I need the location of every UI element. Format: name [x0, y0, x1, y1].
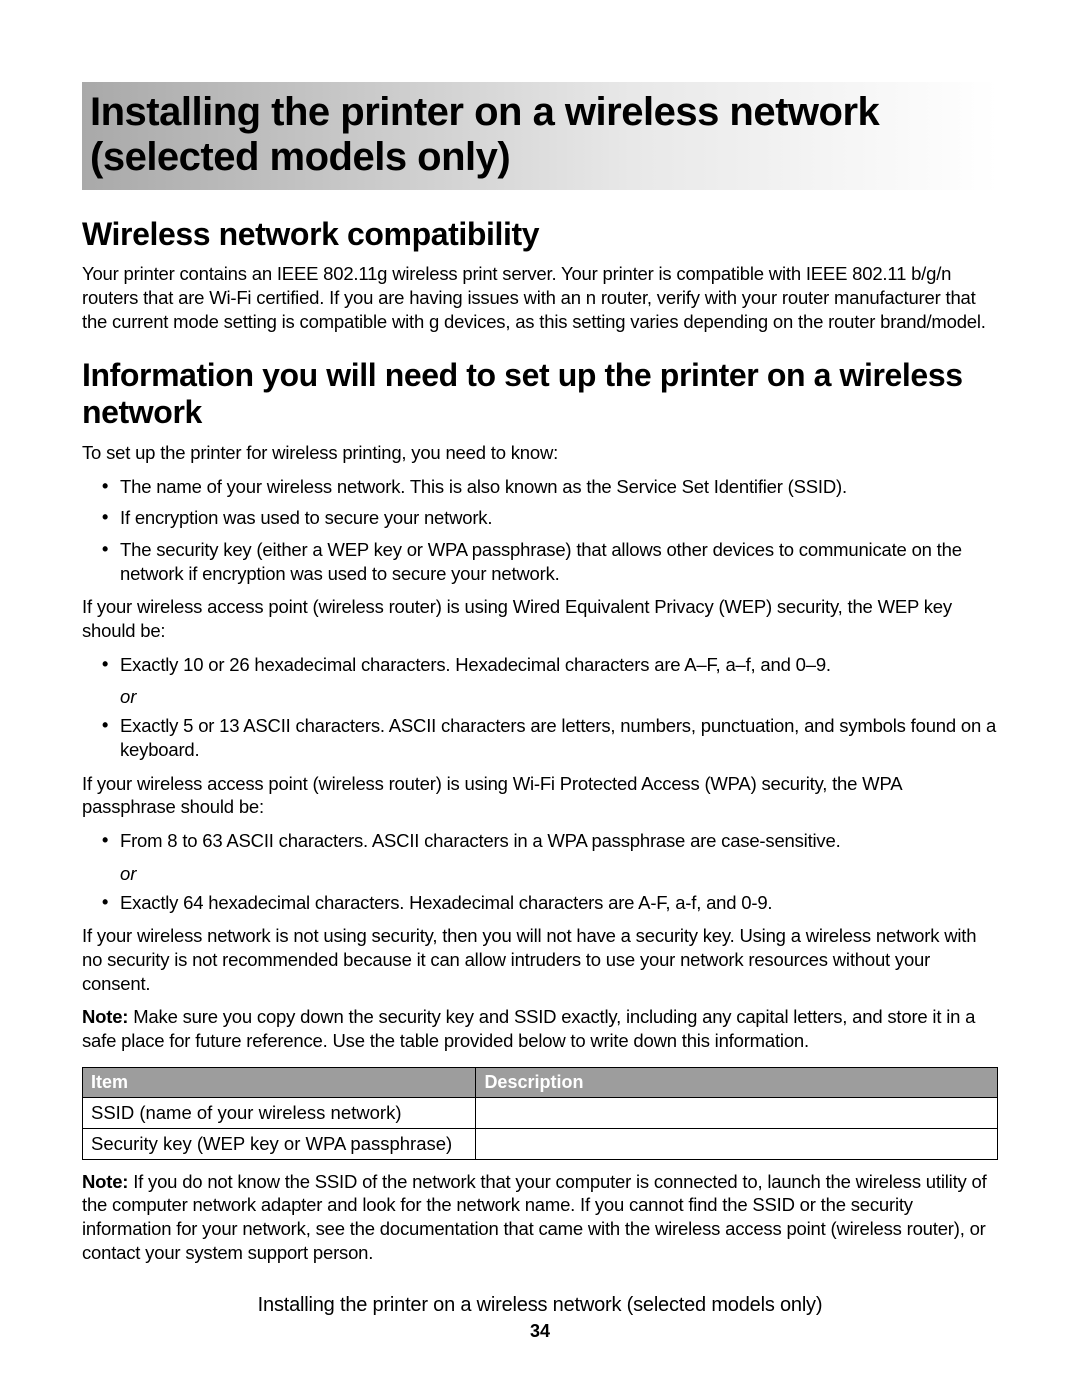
list-item: The name of your wireless network. This …: [120, 475, 998, 499]
note-label: Note:: [82, 1006, 128, 1027]
note-body: If you do not know the SSID of the netwo…: [82, 1171, 987, 1263]
table-row: Security key (WEP key or WPA passphrase): [83, 1128, 998, 1159]
note-body: Make sure you copy down the security key…: [82, 1006, 975, 1051]
list-item: The security key (either a WEP key or WP…: [120, 538, 998, 585]
bullet-list: The name of your wireless network. This …: [82, 475, 998, 586]
list-item: Exactly 64 hexadecimal characters. Hexad…: [120, 891, 998, 915]
or-separator: or: [120, 863, 998, 885]
table-cell-item: Security key (WEP key or WPA passphrase): [83, 1128, 476, 1159]
list-item: If encryption was used to secure your ne…: [120, 506, 998, 530]
chapter-title: Installing the printer on a wireless net…: [82, 82, 998, 190]
bullet-list: Exactly 10 or 26 hexadecimal characters.…: [82, 653, 998, 677]
note-paragraph: Note: If you do not know the SSID of the…: [82, 1170, 998, 1265]
section-heading-info-needed: Information you will need to set up the …: [82, 357, 998, 431]
footer-title: Installing the printer on a wireless net…: [82, 1294, 998, 1317]
table-cell-description: [476, 1128, 998, 1159]
section-heading-compatibility: Wireless network compatibility: [82, 216, 998, 253]
footer-page-number: 34: [82, 1321, 998, 1342]
list-item: From 8 to 63 ASCII characters. ASCII cha…: [120, 829, 998, 853]
table-cell-item: SSID (name of your wireless network): [83, 1097, 476, 1128]
paragraph: To set up the printer for wireless print…: [82, 441, 998, 465]
bullet-list: Exactly 5 or 13 ASCII characters. ASCII …: [82, 714, 998, 761]
paragraph: Your printer contains an IEEE 802.11g wi…: [82, 262, 998, 333]
paragraph: If your wireless network is not using se…: [82, 924, 998, 995]
paragraph: If your wireless access point (wireless …: [82, 772, 998, 819]
paragraph: If your wireless access point (wireless …: [82, 595, 998, 642]
info-table: Item Description SSID (name of your wire…: [82, 1067, 998, 1160]
or-separator: or: [120, 686, 998, 708]
table-cell-description: [476, 1097, 998, 1128]
table-header-item: Item: [83, 1067, 476, 1097]
note-paragraph: Note: Make sure you copy down the securi…: [82, 1005, 998, 1052]
document-page: Installing the printer on a wireless net…: [0, 0, 1080, 1382]
page-footer: Installing the printer on a wireless net…: [82, 1294, 998, 1342]
list-item: Exactly 10 or 26 hexadecimal characters.…: [120, 653, 998, 677]
bullet-list: Exactly 64 hexadecimal characters. Hexad…: [82, 891, 998, 915]
table-row: SSID (name of your wireless network): [83, 1097, 998, 1128]
list-item: Exactly 5 or 13 ASCII characters. ASCII …: [120, 714, 998, 761]
table-header-description: Description: [476, 1067, 998, 1097]
note-label: Note:: [82, 1171, 128, 1192]
bullet-list: From 8 to 63 ASCII characters. ASCII cha…: [82, 829, 998, 853]
